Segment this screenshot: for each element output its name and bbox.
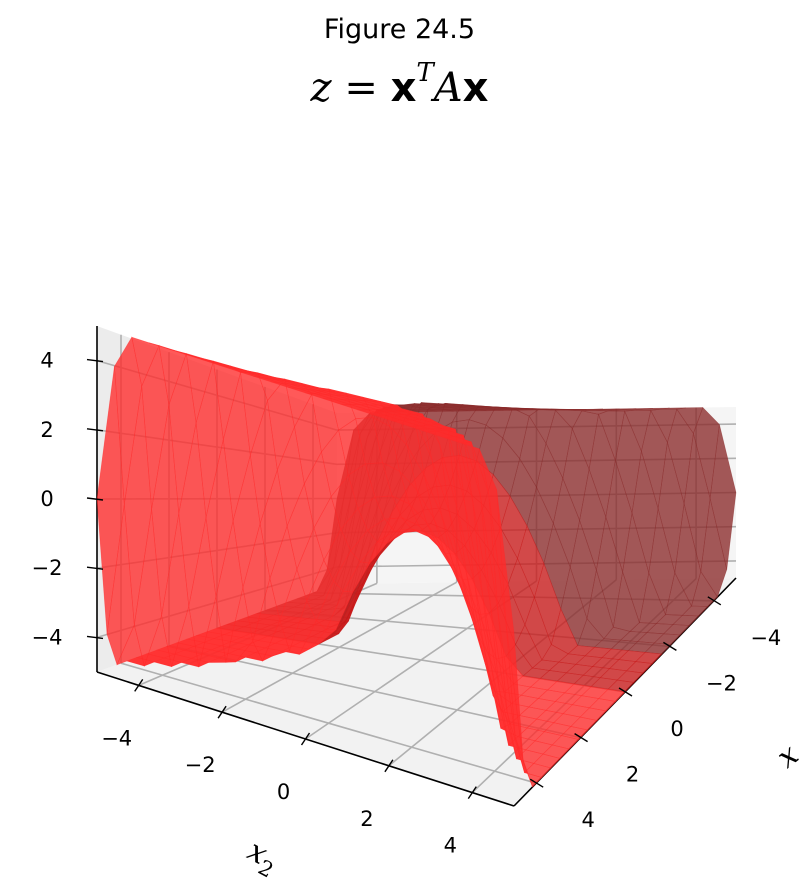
x2-tick-mark	[384, 759, 394, 773]
z-tick-mark	[86, 566, 104, 570]
x2-tick-mark	[467, 786, 477, 799]
title-transpose: T	[416, 58, 434, 88]
x1-axis-label-base: x	[770, 737, 799, 775]
z-tick-label: 4	[40, 349, 53, 373]
x1-tick-mark	[618, 687, 633, 697]
x1-tick-label: 2	[626, 763, 639, 787]
x2-tick-label: 4	[444, 834, 457, 858]
title-equals: =	[331, 65, 391, 111]
z-tick-label: 0	[40, 487, 53, 511]
figure-label: Figure 24.5	[323, 14, 476, 45]
x1-axis-label: x1	[770, 729, 799, 779]
x2-axis-label: x2	[239, 833, 285, 882]
title-z: z	[310, 65, 332, 111]
x2-tick-mark	[300, 732, 311, 746]
x2-tick-mark	[134, 679, 144, 692]
title-matrix-a: A	[433, 65, 463, 111]
title-x-vector-1: x	[390, 65, 417, 111]
x1-tick-mark	[707, 596, 722, 606]
z-tick-mark	[86, 497, 104, 501]
z-tick-mark	[86, 428, 104, 432]
x1-tick-label: 4	[582, 808, 595, 832]
z-tick-label: 2	[40, 418, 53, 442]
x2-tick-label: −4	[101, 726, 132, 750]
x2-tick-label: −2	[185, 753, 216, 777]
tick-marks	[86, 358, 722, 799]
x1-tick-mark	[574, 733, 588, 743]
saddle-surface	[96, 336, 737, 788]
x1-tick-label: −2	[706, 671, 737, 695]
chart-title: z = xTAx	[0, 58, 799, 111]
z-tick-label: −2	[32, 556, 63, 580]
x1-tick-mark	[529, 778, 544, 788]
x1-tick-mark	[663, 641, 677, 651]
x2-tick-mark	[217, 705, 227, 719]
surface-facet	[96, 366, 125, 635]
x2-tick-label: 2	[360, 807, 373, 831]
z-tick-mark	[86, 635, 104, 640]
x1-tick-label: 0	[670, 717, 683, 741]
z-tick-mark	[86, 358, 104, 363]
z-tick-label: −4	[32, 625, 63, 649]
x2-tick-label: 0	[277, 780, 290, 804]
floor-gridline-x1	[120, 662, 537, 784]
x1-tick-label: −4	[750, 626, 781, 650]
title-x-vector-2: x	[462, 65, 489, 111]
